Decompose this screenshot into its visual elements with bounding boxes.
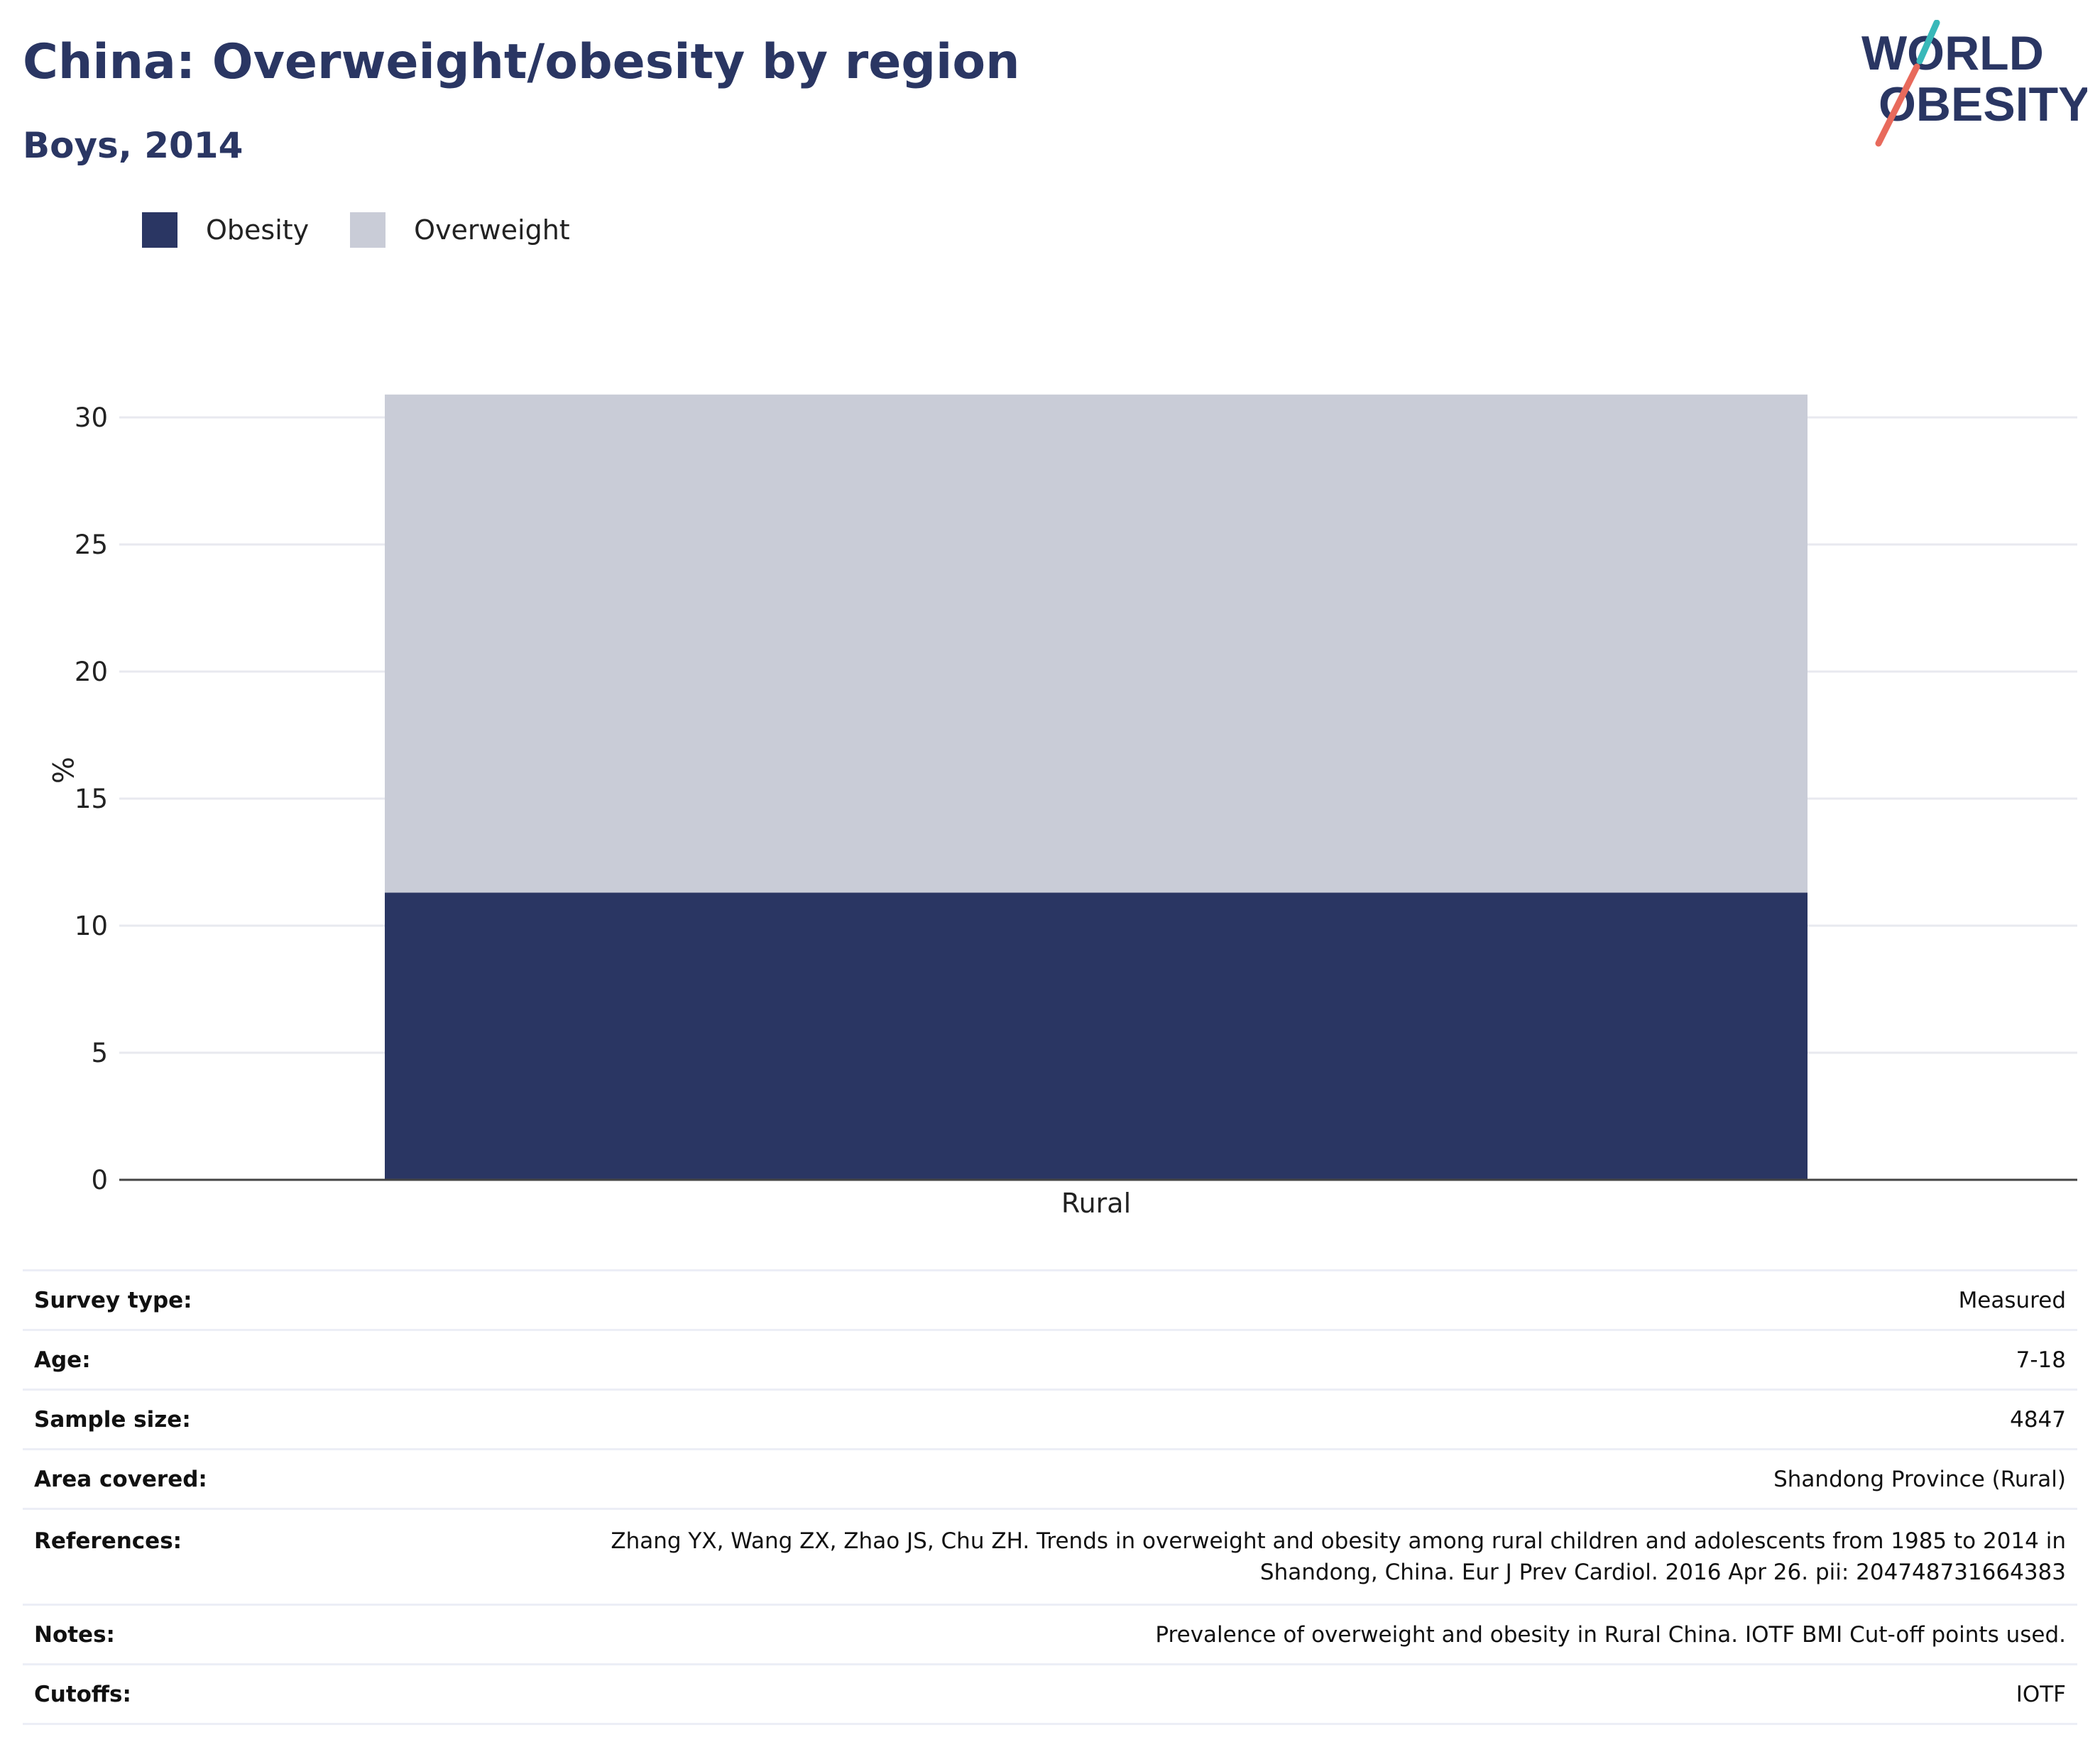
meta-value: IOTF (2016, 1682, 2066, 1707)
legend-swatch-obesity (142, 212, 177, 248)
legend-item-obesity[interactable]: Obesity (142, 212, 309, 248)
y-tick-label: 15 (75, 784, 108, 814)
legend-swatch-overweight (350, 212, 386, 248)
x-tick-label: Rural (1061, 1188, 1131, 1219)
meta-key: Age: (34, 1347, 91, 1373)
meta-key: References: (34, 1528, 182, 1554)
meta-key: Cutoffs: (34, 1682, 131, 1707)
meta-key: Sample size: (34, 1407, 191, 1433)
survey-metadata-table: Survey type: Measured Age: 7-18 Sample size:… (23, 1269, 2077, 1725)
meta-value: 4847 (2010, 1407, 2066, 1433)
y-tick-label: 5 (91, 1038, 108, 1068)
chart-title: China: Overweight/obesity by region (23, 34, 1020, 90)
meta-value: 7-18 (2016, 1347, 2066, 1373)
meta-row: Survey type: Measured (23, 1270, 2077, 1330)
meta-value-line: Shandong, China. Eur J Prev Cardiol. 201… (1259, 1560, 2066, 1585)
bar-obesity-rural (385, 892, 1808, 1180)
meta-row: Area covered: Shandong Province (Rural) (23, 1449, 2077, 1509)
meta-row: Notes: Prevalence of overweight and obesi… (23, 1604, 2077, 1665)
meta-value: Measured (1958, 1288, 2066, 1313)
logo-slash-teal (1916, 20, 1940, 65)
legend-label-overweight: Overweight (414, 214, 570, 246)
meta-value: Zhang YX, Wang ZX, Zhao JS, Chu ZH. Tren… (471, 1509, 2077, 1605)
meta-key: Survey type: (34, 1288, 192, 1313)
meta-row: References: Zhang YX, Wang ZX, Zhao JS, C… (23, 1508, 2077, 1605)
logo-line-1: WORLD (1861, 26, 2044, 80)
meta-value-line: Zhang YX, Wang ZX, Zhao JS, Chu ZH. Tren… (611, 1528, 2066, 1554)
meta-value: Prevalence of overweight and obesity in … (1155, 1622, 2066, 1648)
world-obesity-logo: WORLD OBESITY (1861, 20, 2087, 147)
y-tick-label: 30 (75, 402, 108, 433)
meta-value: Shandong Province (Rural) (1773, 1467, 2066, 1492)
y-tick-label: 10 (75, 911, 108, 941)
bar-overweight-rural (385, 394, 1808, 893)
logo-line-2: OBESITY (1878, 77, 2087, 131)
meta-row: Sample size: 4847 (23, 1389, 2077, 1450)
y-tick-label: 20 (75, 657, 108, 687)
legend-item-overweight[interactable]: Overweight (350, 212, 570, 248)
y-tick-label: 0 (91, 1165, 108, 1195)
y-tick-label: 25 (75, 530, 108, 560)
bar-chart: 0 5 10 15 20 25 30% Rural (45, 394, 2077, 1219)
meta-key: Area covered: (34, 1467, 207, 1492)
chart-legend: Obesity Overweight (142, 212, 611, 248)
logo-slash-coral (1875, 63, 1920, 147)
chart-subtitle: Boys, 2014 (23, 125, 244, 166)
legend-label-obesity: Obesity (206, 214, 310, 246)
meta-row: Cutoffs: IOTF (23, 1664, 2077, 1724)
y-axis-title: % (45, 757, 78, 784)
meta-key: Notes: (34, 1622, 115, 1648)
meta-row: Age: 7-18 (23, 1330, 2077, 1390)
